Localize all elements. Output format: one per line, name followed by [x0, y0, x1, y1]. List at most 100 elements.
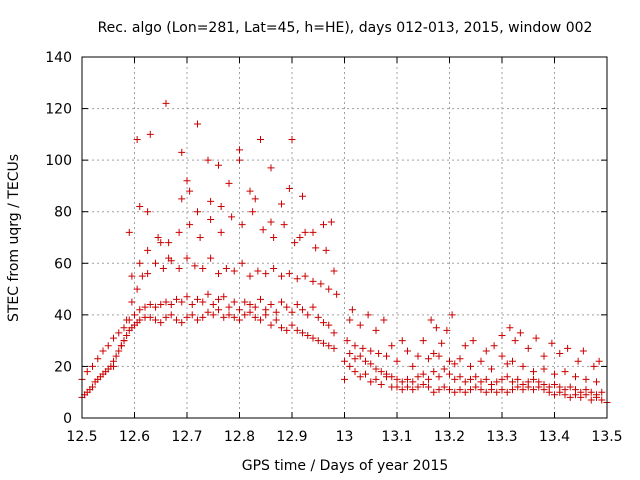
data-point	[356, 373, 364, 381]
data-point	[430, 350, 438, 358]
data-point	[270, 264, 278, 272]
data-point	[330, 344, 338, 352]
data-point	[503, 373, 511, 381]
x-tick-labels: 12.5 12.6 12.7 12.8 12.9 13 13.1 13.2 13.3 13.4 13…	[66, 429, 622, 445]
data-point	[157, 301, 165, 309]
data-point	[162, 313, 170, 321]
data-point	[579, 347, 587, 355]
data-point	[446, 357, 453, 365]
data-point	[519, 362, 527, 370]
data-point	[498, 352, 506, 360]
data-point	[285, 270, 293, 278]
data-point	[209, 311, 217, 319]
data-point	[425, 375, 432, 383]
data-point	[372, 326, 380, 334]
data-point	[320, 221, 327, 229]
data-point	[325, 321, 333, 329]
data-point	[530, 368, 537, 376]
data-point	[167, 301, 175, 309]
data-point	[333, 290, 341, 298]
data-point	[425, 383, 432, 391]
data-point	[438, 339, 446, 347]
data-point	[388, 342, 396, 350]
data-point	[267, 321, 275, 329]
y-tick-label: 120	[45, 102, 72, 118]
data-point	[377, 368, 385, 376]
data-point	[152, 316, 159, 324]
data-point	[574, 357, 582, 365]
data-point	[173, 316, 180, 324]
data-point	[532, 334, 540, 342]
data-point	[296, 234, 304, 241]
data-point	[204, 308, 212, 316]
data-point	[183, 177, 191, 185]
data-point	[175, 264, 183, 272]
data-point	[409, 386, 417, 394]
x-tick-label: 12.5	[66, 429, 97, 445]
data-point	[236, 306, 243, 314]
data-point	[272, 316, 280, 324]
y-tick-label: 100	[45, 153, 72, 169]
data-point	[330, 329, 338, 337]
data-point	[469, 337, 477, 345]
data-point	[128, 272, 136, 280]
data-point	[320, 319, 327, 327]
data-point	[346, 316, 354, 324]
data-point	[490, 342, 498, 350]
data-point	[280, 221, 288, 229]
data-point	[506, 324, 514, 332]
data-point	[191, 262, 199, 270]
data-point	[131, 311, 138, 319]
x-axis-title: GPS time / Days of year 2015	[242, 458, 449, 474]
data-point	[404, 383, 411, 391]
data-point	[367, 360, 375, 368]
data-point	[561, 368, 569, 376]
data-point	[530, 386, 537, 394]
data-point	[545, 383, 553, 391]
data-point	[556, 350, 564, 358]
data-point	[598, 396, 606, 404]
grid-lines	[82, 57, 607, 418]
data-point	[288, 321, 296, 329]
data-point	[178, 319, 186, 327]
data-point	[175, 228, 183, 236]
data-point	[530, 375, 537, 383]
data-point	[511, 337, 519, 345]
data-point	[230, 267, 238, 275]
data-point	[225, 311, 233, 319]
data-point	[115, 329, 123, 337]
data-point	[230, 298, 238, 306]
data-points	[78, 99, 611, 407]
data-point	[110, 362, 117, 370]
data-point	[304, 331, 312, 339]
data-point	[351, 368, 359, 376]
x-tick-label: 13.3	[486, 429, 517, 445]
data-point	[304, 311, 312, 319]
data-point	[561, 386, 569, 394]
data-point	[241, 311, 249, 319]
data-point	[330, 267, 338, 275]
data-point	[503, 388, 511, 396]
data-point	[398, 378, 406, 386]
data-point	[359, 344, 367, 352]
data-point	[278, 298, 285, 306]
data-point	[341, 357, 348, 365]
data-point	[220, 293, 228, 301]
data-point	[228, 213, 236, 221]
data-point	[225, 179, 233, 187]
data-point	[456, 373, 464, 381]
data-point	[348, 306, 356, 314]
data-point	[435, 373, 443, 381]
data-point	[367, 378, 375, 386]
data-point	[320, 339, 327, 347]
x-tick-label: 12.7	[171, 429, 202, 445]
data-point	[83, 368, 91, 376]
data-point	[293, 275, 301, 283]
data-point	[393, 357, 401, 365]
data-point	[540, 365, 548, 373]
data-point	[566, 393, 574, 401]
data-point	[246, 301, 254, 309]
data-point	[217, 203, 225, 211]
data-point	[159, 264, 167, 272]
